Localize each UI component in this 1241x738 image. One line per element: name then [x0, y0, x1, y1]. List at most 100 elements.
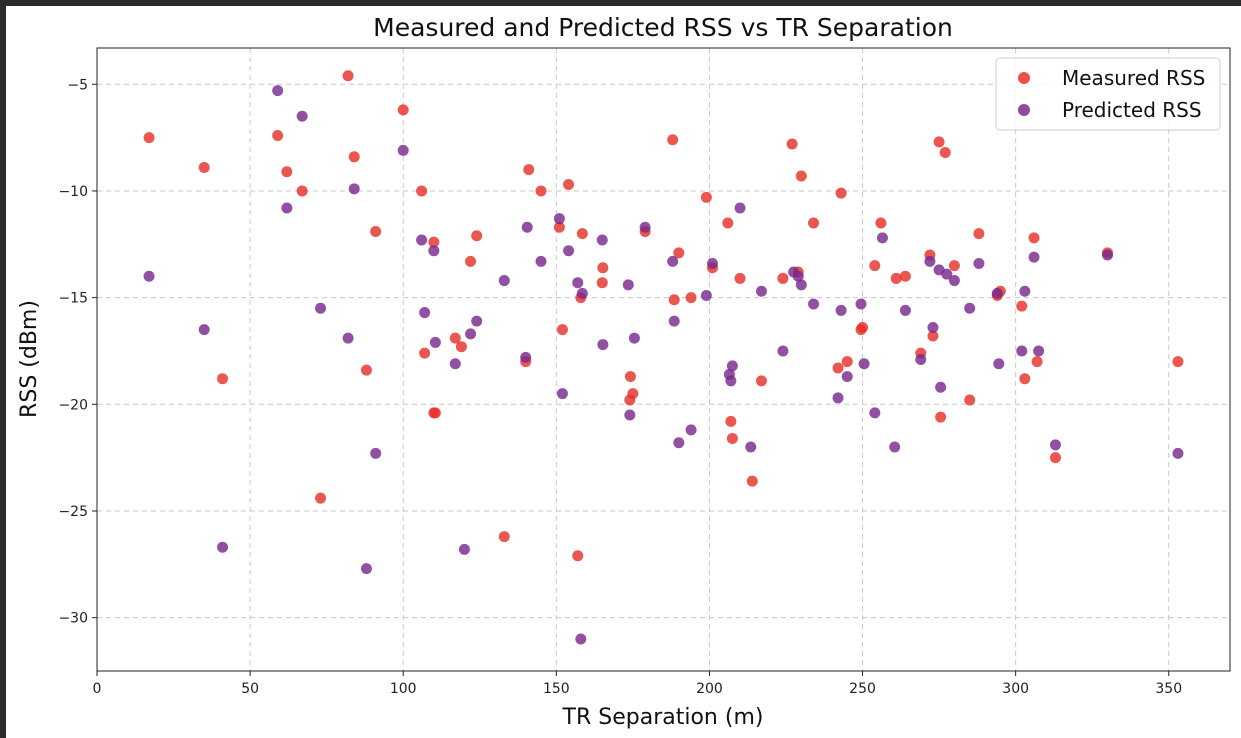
measured-rss-point — [281, 166, 293, 178]
x-axis-ticks: 0 50 100 150 200 250 300 350 — [93, 671, 1182, 697]
measured-rss-point — [535, 185, 547, 197]
x-tick-label: 0 — [93, 681, 102, 697]
predicted-rss-point — [597, 339, 609, 351]
y-tick-label: −30 — [58, 611, 88, 627]
predicted-rss-point — [734, 202, 746, 214]
measured-rss-point — [673, 247, 685, 259]
measured-rss-point — [449, 332, 461, 344]
predicted-rss-point — [1033, 345, 1045, 357]
measured-rss-point — [572, 550, 584, 562]
predicted-rss-point — [899, 304, 911, 316]
measured-rss-point — [832, 362, 844, 374]
chart-title: Measured and Predicted RSS vs TR Separat… — [373, 13, 953, 42]
measured-rss-point — [841, 356, 853, 368]
predicted-rss-point — [471, 315, 483, 327]
predicted-rss-point — [795, 279, 807, 291]
predicted-rss-point — [1016, 345, 1028, 357]
measured-rss-point — [553, 221, 565, 233]
measured-rss-point — [342, 70, 354, 82]
x-axis-title: TR Separation (m) — [562, 705, 764, 730]
measured-rss-point — [397, 104, 409, 116]
measured-rss-point — [563, 179, 575, 191]
predicted-rss-point — [419, 307, 431, 319]
measured-rss-point — [746, 475, 758, 487]
y-axis-title: RSS (dBm) — [17, 300, 42, 418]
measured-rss-point — [795, 170, 807, 182]
predicted-rss-point — [272, 85, 284, 97]
measured-rss-point — [596, 277, 608, 289]
predicted-rss-point — [296, 110, 308, 122]
measured-rss-point — [370, 225, 382, 237]
y-tick-label: −20 — [58, 397, 88, 413]
measured-rss-point — [726, 432, 738, 444]
predicted-rss-point — [993, 358, 1005, 370]
predicted-rss-point — [841, 371, 853, 383]
measured-rss-point — [700, 191, 712, 203]
measured-rss-point — [725, 415, 737, 427]
legend-label-measured: Measured RSS — [1062, 66, 1205, 90]
predicted-rss-point — [198, 324, 210, 336]
predicted-rss-point — [520, 351, 532, 363]
predicted-rss-point — [726, 360, 738, 372]
predicted-rss-point — [667, 255, 679, 267]
x-tick-label: 50 — [241, 681, 259, 697]
predicted-rss-point — [622, 279, 634, 291]
predicted-rss-point — [808, 298, 820, 310]
legend-box — [995, 57, 1221, 131]
predicted-rss-point — [706, 257, 718, 269]
measured-rss-point — [667, 134, 679, 146]
measured-rss-point — [272, 129, 284, 141]
measured-rss-point — [734, 272, 746, 284]
y-tick-label: −5 — [67, 77, 88, 93]
predicted-rss-point — [855, 298, 867, 310]
x-tick-label: 100 — [390, 681, 417, 697]
measured-rss-point — [869, 260, 881, 272]
y-axis-ticks: −5 −10 −15 −20 −25 −30 — [58, 77, 97, 627]
legend-marker-measured — [1018, 72, 1030, 84]
measured-rss-point — [498, 531, 510, 543]
measured-rss-point — [899, 270, 911, 282]
predicted-rss-point — [217, 541, 229, 553]
measured-rss-point — [348, 151, 360, 163]
predicted-rss-point — [465, 328, 477, 340]
predicted-rss-point — [397, 144, 409, 156]
predicted-rss-point — [924, 255, 936, 267]
measured-rss-point — [429, 407, 441, 419]
predicted-rss-point — [935, 381, 947, 393]
measured-rss-point — [465, 255, 477, 267]
predicted-rss-point — [143, 270, 155, 282]
predicted-rss-point — [991, 287, 1003, 299]
measured-rss-point — [416, 185, 428, 197]
predicted-rss-point — [700, 289, 712, 301]
y-tick-label: −10 — [58, 184, 88, 200]
grid — [97, 48, 1230, 671]
measured-rss-point — [835, 187, 847, 199]
legend-marker-predicted — [1018, 104, 1030, 116]
plot-points — [143, 70, 1184, 645]
measured-rss-point — [1031, 356, 1043, 368]
measured-rss-point — [939, 147, 951, 159]
measured-rss-point — [1172, 356, 1184, 368]
predicted-rss-point — [563, 245, 575, 257]
predicted-rss-point — [835, 304, 847, 316]
plot-frame — [96, 47, 1231, 672]
predicted-rss-point — [596, 234, 608, 246]
measured-rss-point — [1019, 373, 1031, 385]
measured-rss-point — [1028, 232, 1040, 244]
predicted-rss-point — [832, 392, 844, 404]
x-tick-label: 250 — [849, 681, 876, 697]
measured-rss-point — [556, 324, 568, 336]
measured-rss-point — [777, 272, 789, 284]
measured-rss-point — [890, 272, 902, 284]
measured-rss-point — [808, 217, 820, 229]
predicted-rss-point — [915, 354, 927, 365]
scatter-chart: Measured and Predicted RSS vs TR Separat… — [17, 13, 1231, 730]
measured-rss-point — [198, 161, 210, 173]
predicted-rss-point — [572, 277, 584, 289]
predicted-rss-point — [1172, 447, 1184, 459]
predicted-rss-point — [725, 375, 737, 387]
measured-rss-point — [1016, 300, 1028, 312]
measured-rss-point — [471, 230, 483, 242]
x-tick-label: 350 — [1155, 681, 1182, 697]
predicted-rss-point — [576, 287, 588, 299]
